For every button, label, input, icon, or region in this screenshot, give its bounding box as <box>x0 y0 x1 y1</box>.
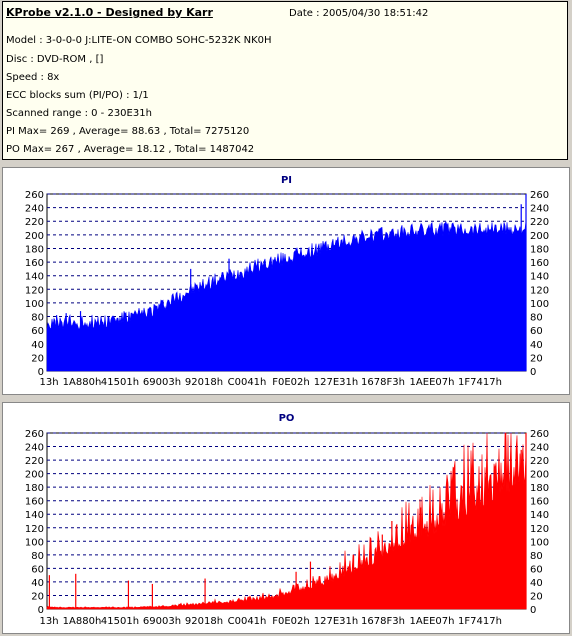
y-tick-label-left: 0 <box>38 367 44 378</box>
pi-chart-panel: PI 0 0 20 20 40 40 60 60 80 80 100 100 120 120 140 140 16… <box>2 167 570 395</box>
y-tick-label-right: 40 <box>530 340 543 351</box>
y-tick-label-right: 20 <box>530 353 543 364</box>
disc-line: Disc : DVD-ROM , [] <box>6 54 104 65</box>
y-tick-label-right: 180 <box>530 244 549 255</box>
po-chart-panel: PO 0 0 20 20 40 40 60 60 80 80 100 100 120 120 140 140 16… <box>2 402 570 634</box>
y-tick-label-right: 80 <box>530 551 543 562</box>
y-tick-label-right: 100 <box>530 299 549 310</box>
y-tick-label-left: 260 <box>25 190 44 201</box>
y-tick-label-left: 20 <box>31 353 44 364</box>
y-tick-label-left: 40 <box>31 578 44 589</box>
y-tick-label-left: 120 <box>25 285 44 296</box>
chart-title: PO <box>279 413 295 424</box>
x-tick-label: 1F7417h <box>458 377 502 388</box>
x-tick-label: 13h <box>39 616 58 627</box>
x-tick-label: 92018h <box>185 377 223 388</box>
y-tick-label-right: 120 <box>530 285 549 296</box>
y-tick-label-right: 200 <box>530 231 549 242</box>
y-tick-label-left: 40 <box>31 340 44 351</box>
y-tick-label-right: 260 <box>530 190 549 201</box>
y-tick-label-left: 80 <box>31 551 44 562</box>
y-tick-label-left: 100 <box>25 299 44 310</box>
y-tick-label-left: 160 <box>25 258 44 269</box>
x-tick-label: 1A880h <box>63 616 102 627</box>
y-tick-label-right: 40 <box>530 578 543 589</box>
y-tick-label-left: 120 <box>25 524 44 535</box>
y-tick-label-left: 200 <box>25 470 44 481</box>
app-title: KProbe v2.1.0 - Designed by Karr <box>6 6 213 19</box>
pi-chart: PI 0 0 20 20 40 40 60 60 80 80 100 100 120 120 140 140 16… <box>25 175 549 388</box>
speed-line: Speed : 8x <box>6 72 60 83</box>
series-area <box>46 221 527 372</box>
y-tick-label-left: 240 <box>25 204 44 215</box>
x-tick-label: 13h <box>39 377 58 388</box>
scan-date: Date : 2005/04/30 18:51:42 <box>289 8 429 19</box>
y-tick-label-right: 160 <box>530 497 549 508</box>
x-tick-label: 69003h <box>143 377 181 388</box>
y-tick-label-right: 140 <box>530 510 549 521</box>
y-tick-label-right: 140 <box>530 272 549 283</box>
y-tick-label-right: 60 <box>530 564 543 575</box>
y-tick-label-right: 0 <box>530 367 536 378</box>
y-tick-label-left: 60 <box>31 326 44 337</box>
y-tick-label-left: 240 <box>25 443 44 454</box>
x-tick-label: 1AEE07h <box>410 616 455 627</box>
y-tick-label-right: 100 <box>530 537 549 548</box>
x-tick-label: 1AEE07h <box>410 377 455 388</box>
y-tick-label-left: 220 <box>25 217 44 228</box>
x-tick-label: 127E31h <box>314 377 358 388</box>
y-tick-label-right: 200 <box>530 470 549 481</box>
x-tick-label: C0041h <box>228 616 267 627</box>
y-tick-label-left: 140 <box>25 272 44 283</box>
x-tick-label: 1678F3h <box>361 616 405 627</box>
x-tick-label: F0E02h <box>272 377 310 388</box>
model-line: Model : 3-0-0-0 J:LITE-ON COMBO SOHC-523… <box>6 35 272 46</box>
y-tick-label-right: 220 <box>530 217 549 228</box>
x-tick-label: 92018h <box>185 616 223 627</box>
y-tick-label-left: 20 <box>31 591 44 602</box>
y-tick-label-right: 260 <box>530 429 549 440</box>
y-tick-label-right: 160 <box>530 258 549 269</box>
x-tick-label: 127E31h <box>314 616 358 627</box>
y-tick-label-left: 220 <box>25 456 44 467</box>
x-tick-label: 69003h <box>143 616 181 627</box>
y-tick-label-left: 80 <box>31 313 44 324</box>
x-tick-label: 1A880h <box>63 377 102 388</box>
y-tick-label-left: 0 <box>38 605 44 616</box>
y-tick-label-right: 0 <box>530 605 536 616</box>
y-tick-label-right: 240 <box>530 443 549 454</box>
pi-summary-line: PI Max= 269 , Average= 88.63 , Total= 72… <box>6 126 250 137</box>
y-tick-label-left: 140 <box>25 510 44 521</box>
chart-title: PI <box>281 175 292 186</box>
x-tick-label: 1F7417h <box>458 616 502 627</box>
po-chart: PO 0 0 20 20 40 40 60 60 80 80 100 100 120 120 140 140 16… <box>25 413 549 627</box>
y-tick-label-right: 80 <box>530 313 543 324</box>
x-tick-label: C0041h <box>228 377 267 388</box>
y-tick-label-left: 100 <box>25 537 44 548</box>
po-summary-line: PO Max= 267 , Average= 18.12 , Total= 14… <box>6 144 255 155</box>
x-tick-label: 41501h <box>101 377 139 388</box>
y-tick-label-right: 60 <box>530 326 543 337</box>
x-tick-label: F0E02h <box>272 616 310 627</box>
series-area <box>46 432 527 610</box>
range-line: Scanned range : 0 - 230E31h <box>6 108 152 119</box>
y-tick-label-left: 200 <box>25 231 44 242</box>
y-tick-label-left: 180 <box>25 483 44 494</box>
y-tick-label-right: 20 <box>530 591 543 602</box>
y-tick-label-right: 120 <box>530 524 549 535</box>
y-tick-label-left: 180 <box>25 244 44 255</box>
y-tick-label-right: 240 <box>530 204 549 215</box>
y-tick-label-left: 60 <box>31 564 44 575</box>
x-tick-label: 1678F3h <box>361 377 405 388</box>
y-tick-label-right: 180 <box>530 483 549 494</box>
y-tick-label-left: 160 <box>25 497 44 508</box>
y-tick-label-right: 220 <box>530 456 549 467</box>
x-tick-label: 41501h <box>101 616 139 627</box>
ecc-line: ECC blocks sum (PI/PO) : 1/1 <box>6 90 149 101</box>
info-panel: KProbe v2.1.0 - Designed by Karr Date : … <box>2 1 568 160</box>
y-tick-label-left: 260 <box>25 429 44 440</box>
